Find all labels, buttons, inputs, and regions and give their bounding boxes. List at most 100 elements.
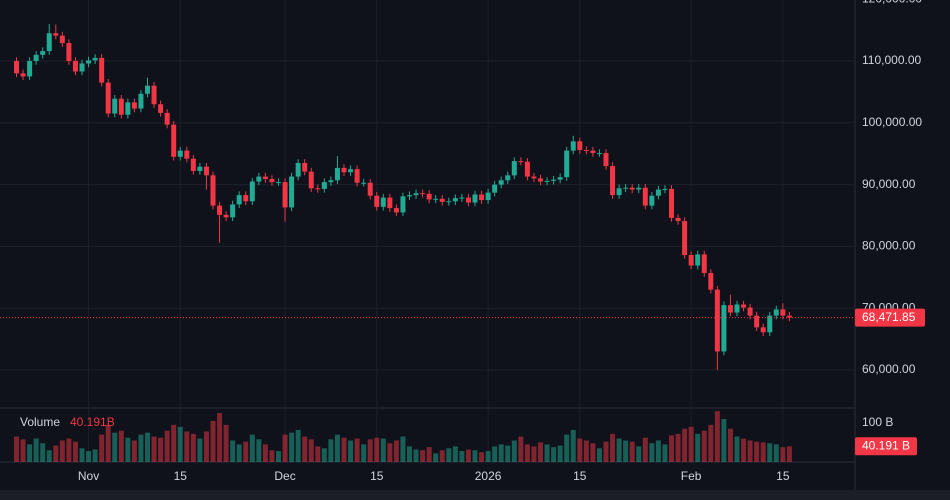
volume-bar bbox=[721, 418, 727, 462]
last-volume-label: 40.191 B bbox=[862, 438, 910, 452]
volume-bar bbox=[629, 441, 635, 462]
x-tick-label: 15 bbox=[573, 469, 587, 483]
candle-body bbox=[524, 161, 530, 177]
volume-bar bbox=[380, 438, 386, 462]
candle-body bbox=[485, 192, 491, 201]
volume-bar bbox=[452, 446, 458, 462]
volume-bar bbox=[551, 447, 557, 462]
candle-body bbox=[452, 198, 458, 202]
candle-body bbox=[230, 204, 236, 218]
candle-body bbox=[426, 193, 432, 200]
volume-bar bbox=[367, 439, 373, 462]
candle-body bbox=[190, 158, 196, 171]
volume-bar bbox=[164, 430, 170, 462]
volume-bar bbox=[131, 440, 137, 462]
candle-body bbox=[203, 166, 209, 176]
volume-bar bbox=[459, 451, 465, 462]
volume-bar bbox=[767, 443, 773, 462]
candle-body bbox=[531, 176, 537, 179]
volume-bar bbox=[760, 442, 766, 462]
volume-bar bbox=[197, 438, 203, 462]
volume-bar bbox=[361, 444, 367, 462]
candle-body bbox=[125, 102, 131, 115]
volume-bar bbox=[53, 445, 59, 462]
candle-body bbox=[354, 169, 360, 183]
volume-bar bbox=[485, 451, 491, 462]
volume-bar bbox=[334, 434, 340, 462]
candle-body bbox=[780, 309, 786, 316]
candle-body bbox=[341, 167, 347, 173]
volume-bar bbox=[492, 446, 498, 462]
y-tick-label: 110,000.00 bbox=[862, 53, 921, 67]
volume-bar bbox=[669, 435, 674, 462]
candle-body bbox=[302, 162, 308, 172]
candle-body bbox=[46, 33, 52, 52]
volume-bar bbox=[308, 439, 314, 462]
candle-body bbox=[636, 187, 642, 190]
candle-body bbox=[786, 315, 792, 318]
x-tick-label: Nov bbox=[78, 469, 99, 483]
volume-bar bbox=[40, 443, 46, 462]
volume-bar bbox=[217, 413, 223, 462]
volume-bar bbox=[184, 431, 190, 462]
volume-bar bbox=[741, 438, 747, 462]
volume-bar bbox=[289, 432, 295, 462]
candle-body bbox=[387, 197, 393, 209]
candle-body bbox=[596, 153, 602, 155]
candle-body bbox=[367, 182, 373, 196]
candle-body bbox=[256, 176, 262, 182]
volume-bar bbox=[72, 441, 78, 462]
volume-bar bbox=[79, 448, 85, 462]
candle-body bbox=[538, 178, 543, 182]
volume-bar bbox=[33, 438, 39, 462]
candle-body bbox=[14, 60, 19, 74]
volume-bar bbox=[446, 448, 452, 462]
volume-bar bbox=[531, 446, 537, 462]
volume-bar bbox=[341, 437, 347, 462]
volume-bar bbox=[747, 440, 753, 462]
candle-body bbox=[105, 82, 111, 114]
volume-bar bbox=[518, 436, 524, 462]
volume-bar bbox=[256, 439, 262, 462]
volume-bar bbox=[374, 437, 380, 462]
y-tick-label: 80,000.00 bbox=[862, 239, 916, 253]
candle-body bbox=[393, 208, 399, 213]
candle-body bbox=[66, 43, 72, 61]
candle-body bbox=[131, 102, 137, 109]
volume-bar bbox=[59, 440, 65, 462]
candle-body bbox=[754, 315, 760, 328]
volume-bar bbox=[655, 440, 661, 462]
candle-body bbox=[374, 195, 380, 207]
candle-body bbox=[741, 304, 747, 308]
volume-bar bbox=[524, 444, 530, 462]
volume-bar bbox=[433, 453, 439, 462]
volume-bar bbox=[590, 443, 596, 462]
y-tick-label: 90,000.00 bbox=[862, 177, 916, 191]
candle-body bbox=[518, 161, 524, 163]
volume-bar bbox=[20, 439, 26, 462]
volume-bar bbox=[99, 434, 105, 462]
volume-bar bbox=[734, 436, 740, 462]
candle-body bbox=[53, 33, 59, 36]
candle-body bbox=[655, 189, 661, 196]
candle-body bbox=[662, 188, 668, 190]
candle-body bbox=[472, 194, 478, 203]
volume-bar bbox=[636, 446, 642, 462]
candle-body bbox=[675, 217, 681, 222]
volume-bar bbox=[92, 449, 98, 462]
candle-body bbox=[629, 187, 635, 190]
candle-body bbox=[262, 176, 268, 180]
y-tick-label: 100,000.00 bbox=[862, 115, 922, 129]
candle-body bbox=[773, 309, 779, 316]
volume-bar bbox=[603, 441, 609, 462]
volume-bar bbox=[780, 447, 786, 462]
x-tick-label: 2026 bbox=[475, 469, 502, 483]
volume-bar bbox=[203, 431, 209, 462]
candle-body bbox=[767, 315, 773, 333]
volume-bar bbox=[557, 445, 563, 462]
candle-body bbox=[40, 51, 46, 55]
candle-body bbox=[701, 254, 707, 273]
candle-body bbox=[315, 188, 321, 190]
candle-body bbox=[583, 149, 589, 151]
